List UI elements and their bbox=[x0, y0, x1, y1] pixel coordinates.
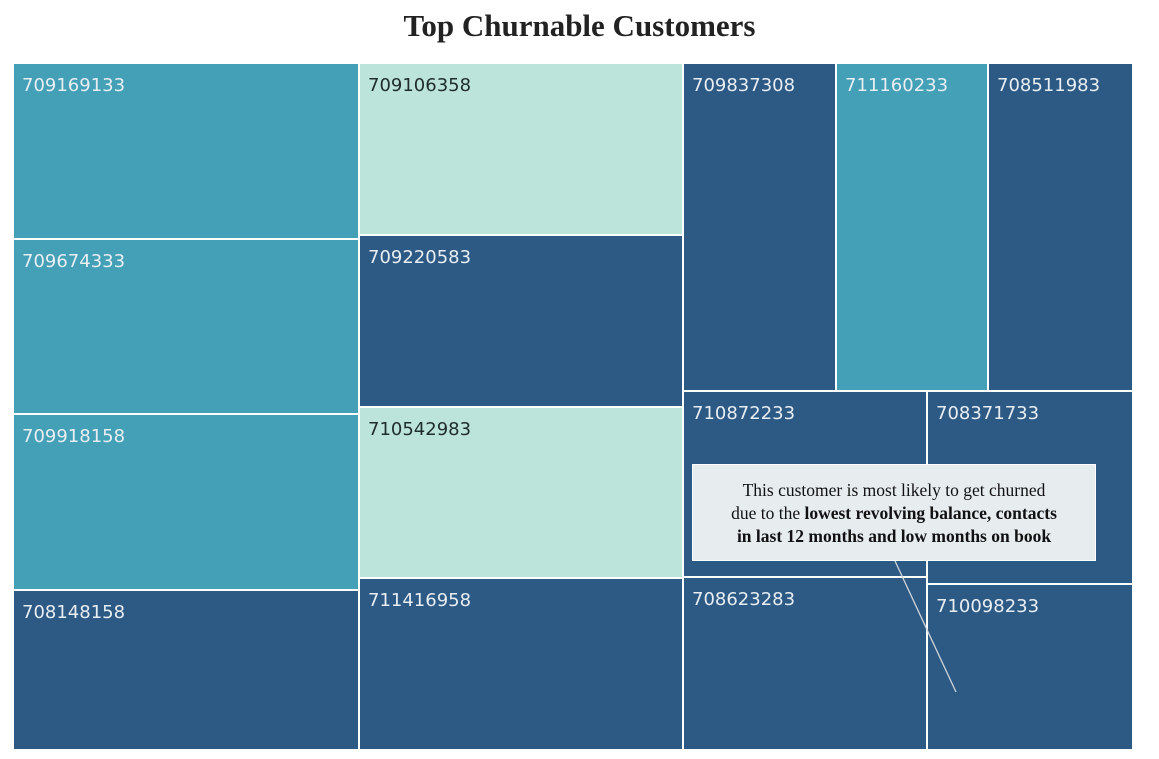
treemap-tile-label: 709918158 bbox=[22, 426, 126, 447]
treemap-tile-label: 708371733 bbox=[936, 403, 1040, 424]
treemap-tile-label: 708511983 bbox=[997, 75, 1101, 96]
treemap-tile: 709220583 bbox=[359, 235, 683, 407]
treemap-tile: 709837308 bbox=[683, 63, 836, 391]
treemap-tile-label: 709169133 bbox=[22, 75, 126, 96]
treemap-tile-label: 711160233 bbox=[845, 75, 949, 96]
annotation-line-1: This customer is most likely to get chur… bbox=[742, 480, 1046, 500]
treemap-tile-label: 710872233 bbox=[692, 403, 796, 424]
treemap-tile: 709169133 bbox=[13, 63, 359, 239]
treemap-tile: 710098233 bbox=[927, 584, 1133, 750]
annotation-line-3-bold: in last 12 months and low months on book bbox=[736, 526, 1052, 546]
treemap-tile: 709918158 bbox=[13, 414, 359, 590]
annotation-box: This customer is most likely to get chur… bbox=[692, 464, 1096, 561]
treemap-tile-label: 709674333 bbox=[22, 251, 126, 272]
treemap-tile-label: 708148158 bbox=[22, 602, 126, 623]
treemap-tile-label: 710542983 bbox=[368, 419, 472, 440]
treemap-tile: 708511983 bbox=[988, 63, 1133, 391]
treemap-tile: 708623283 bbox=[683, 577, 927, 750]
treemap-tile-label: 709837308 bbox=[692, 75, 796, 96]
treemap-tile: 708148158 bbox=[13, 590, 359, 750]
treemap-tile: 711160233 bbox=[836, 63, 988, 391]
treemap-tile: 709106358 bbox=[359, 63, 683, 235]
treemap-tile: 709674333 bbox=[13, 239, 359, 414]
treemap-tile-label: 709220583 bbox=[368, 247, 472, 268]
annotation-line-2-bold: lowest revolving balance, contacts bbox=[804, 503, 1057, 523]
treemap-tile-label: 711416958 bbox=[368, 590, 472, 611]
treemap-tile-label: 710098233 bbox=[936, 596, 1040, 617]
chart-title: Top Churnable Customers bbox=[403, 8, 756, 43]
treemap-tile: 710542983 bbox=[359, 407, 683, 578]
treemap-tile-label: 708623283 bbox=[692, 589, 796, 610]
annotation-line-2: due to the lowest revolving balance, con… bbox=[693, 502, 1095, 525]
treemap-tile: 711416958 bbox=[359, 578, 683, 750]
annotation-line-3: in last 12 months and low months on book bbox=[693, 525, 1095, 548]
treemap-tile-label: 709106358 bbox=[368, 75, 472, 96]
annotation-line-2-plain: due to the bbox=[731, 503, 805, 523]
